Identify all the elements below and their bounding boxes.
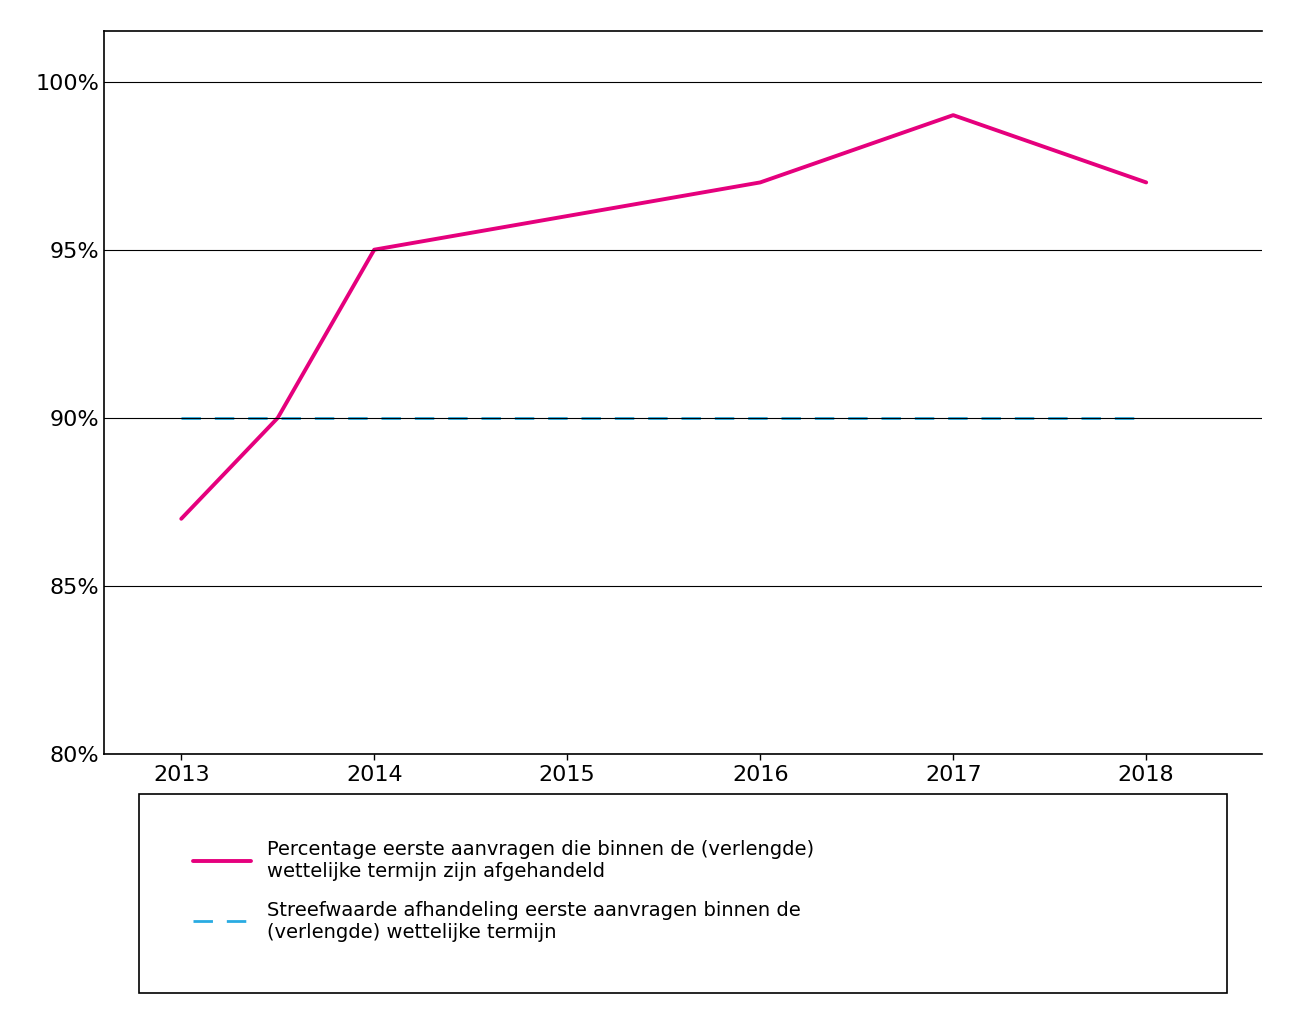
Percentage eerste aanvragen die binnen de (verlengde)
wettelijke termijn zijn afgehandeld bbox=[752, 176, 768, 188]
Percentage eerste aanvragen die binnen de (verlengde)
wettelijke termijn zijn afgehandeld bbox=[367, 243, 382, 256]
Percentage eerste aanvragen die binnen de (verlengde)
wettelijke termijn zijn afgehandeld bbox=[559, 210, 575, 223]
Percentage eerste aanvragen die binnen de (verlengde)
wettelijke termijn zijn afgehandeld bbox=[173, 512, 189, 525]
FancyBboxPatch shape bbox=[139, 794, 1227, 993]
Legend: Percentage eerste aanvragen die binnen de (verlengde)
wettelijke termijn zijn af: Percentage eerste aanvragen die binnen d… bbox=[183, 830, 824, 951]
Percentage eerste aanvragen die binnen de (verlengde)
wettelijke termijn zijn afgehandeld bbox=[1138, 176, 1154, 188]
Percentage eerste aanvragen die binnen de (verlengde)
wettelijke termijn zijn afgehandeld bbox=[271, 412, 286, 424]
Percentage eerste aanvragen die binnen de (verlengde)
wettelijke termijn zijn afgehandeld bbox=[946, 109, 961, 121]
Line: Percentage eerste aanvragen die binnen de (verlengde)
wettelijke termijn zijn afgehandeld: Percentage eerste aanvragen die binnen d… bbox=[181, 115, 1146, 519]
